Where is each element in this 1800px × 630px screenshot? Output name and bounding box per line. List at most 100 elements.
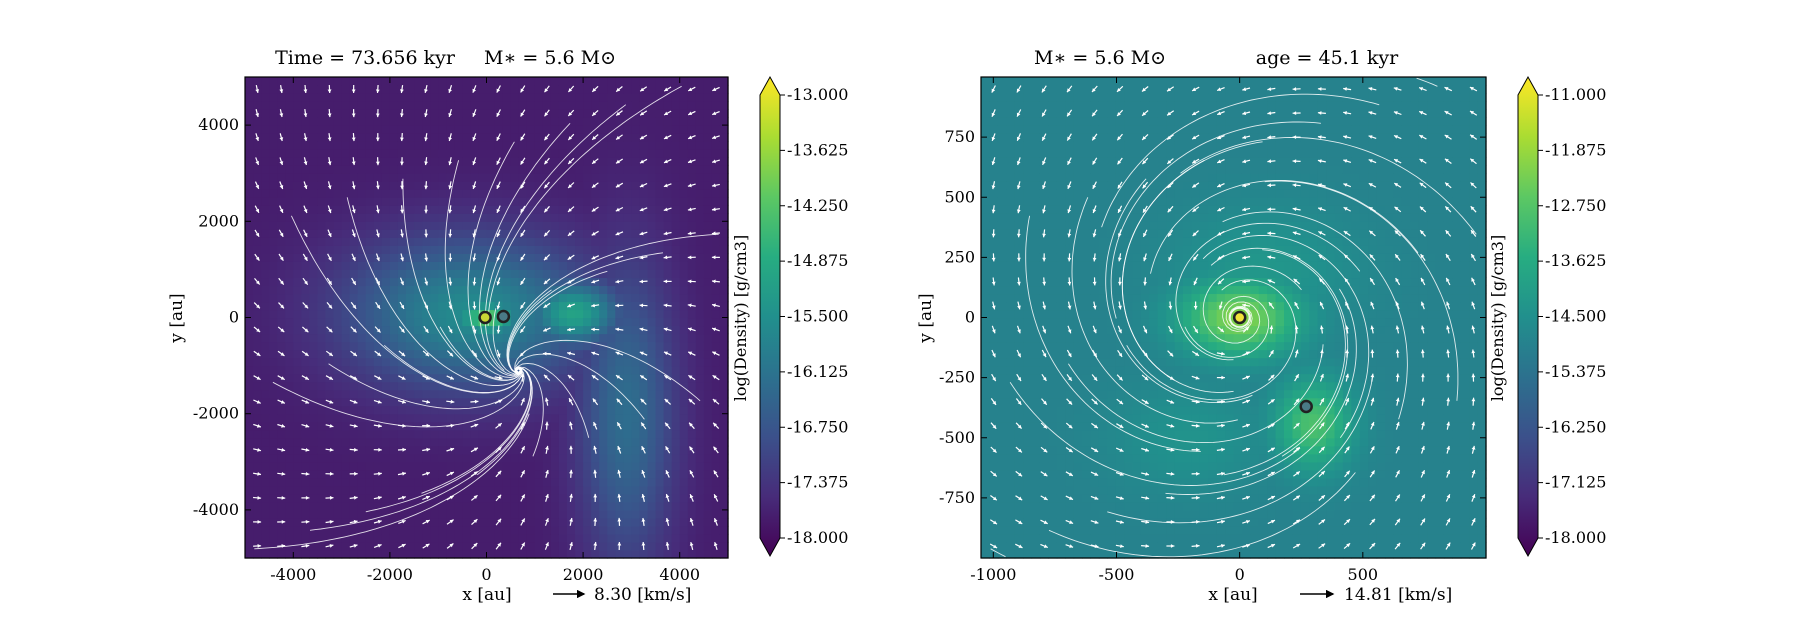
density-cell <box>623 253 632 262</box>
density-cell <box>623 517 632 527</box>
density-cell <box>357 109 367 118</box>
density-cell <box>1098 405 1108 415</box>
density-cell <box>981 469 991 479</box>
density-cell <box>575 397 584 407</box>
density-cell <box>406 341 415 351</box>
density-cell <box>502 437 512 447</box>
density-cell <box>615 189 624 198</box>
density-cell <box>575 317 584 327</box>
density-cell <box>406 445 415 455</box>
density-cell <box>1065 461 1075 471</box>
density-cell <box>357 525 367 535</box>
density-cell <box>438 269 447 279</box>
density-cell <box>389 421 399 431</box>
density-cell <box>719 357 729 367</box>
density-cell <box>550 365 560 375</box>
density-cell <box>1048 365 1058 375</box>
density-cell <box>309 413 319 423</box>
density-cell <box>575 173 584 182</box>
density-cell <box>1098 109 1108 118</box>
density-cell <box>981 421 991 431</box>
density-cell <box>478 437 488 447</box>
density-cell <box>253 101 262 110</box>
velocity-arrow <box>712 351 720 356</box>
density-cell <box>703 501 713 511</box>
density-cell <box>406 285 415 295</box>
density-cell <box>695 365 705 375</box>
density-cell <box>510 525 520 535</box>
density-cell <box>1023 93 1033 102</box>
density-cell <box>389 133 399 142</box>
density-cell <box>1014 405 1024 415</box>
density-cell <box>478 517 488 527</box>
density-cell <box>438 437 447 447</box>
density-cell <box>695 101 705 110</box>
velocity-arrow <box>567 206 575 213</box>
density-cell <box>245 517 254 527</box>
density-cell <box>478 157 488 166</box>
density-cell <box>422 261 431 270</box>
density-cell <box>526 157 536 166</box>
density-cell <box>679 189 689 198</box>
velocity-arrow <box>593 421 598 430</box>
velocity-arrow <box>279 133 284 142</box>
density-cell <box>623 229 632 238</box>
density-cell <box>1073 165 1083 174</box>
density-cell <box>997 341 1007 351</box>
density-cell <box>1056 549 1066 559</box>
density-cell <box>1073 253 1083 262</box>
density-cell <box>446 197 455 206</box>
density-cell <box>438 77 447 86</box>
density-cell <box>550 309 560 319</box>
density-cell <box>550 229 560 238</box>
density-cell <box>550 493 560 503</box>
density-cell <box>389 533 399 543</box>
density-cell <box>414 461 423 471</box>
y-tick-label: 2000 <box>198 211 239 230</box>
density-cell <box>341 389 351 399</box>
density-cell <box>1006 453 1016 463</box>
density-cell <box>526 85 536 94</box>
density-cell <box>997 221 1007 230</box>
density-cell <box>623 469 632 479</box>
density-cell <box>607 365 616 375</box>
density-cell <box>462 525 471 535</box>
density-cell <box>639 125 649 134</box>
density-cell <box>703 237 713 246</box>
density-cell <box>454 141 463 150</box>
density-cell <box>655 301 665 311</box>
density-cell <box>414 141 423 150</box>
density-cell <box>245 221 254 230</box>
density-cell <box>253 413 262 423</box>
density-cell <box>687 173 697 182</box>
density-cell <box>446 213 455 222</box>
velocity-arrow <box>350 326 357 333</box>
density-cell <box>583 309 592 319</box>
velocity-arrow <box>253 520 262 524</box>
density-cell <box>486 133 496 142</box>
density-cell <box>583 365 592 375</box>
density-cell <box>454 205 463 214</box>
density-cell <box>462 437 471 447</box>
density-cell <box>615 477 624 487</box>
density-cell <box>671 237 681 246</box>
density-cell <box>486 101 496 110</box>
density-cell <box>1056 181 1066 190</box>
density-cell <box>486 141 496 150</box>
density-cell <box>1023 205 1033 214</box>
density-cell <box>293 357 302 367</box>
density-cell <box>534 77 544 86</box>
density-cell <box>599 229 608 238</box>
density-cell <box>454 333 463 343</box>
density-cell <box>317 397 327 407</box>
velocity-arrow <box>302 302 309 309</box>
velocity-arrow <box>663 231 672 236</box>
density-cell <box>1014 389 1024 399</box>
density-cell <box>397 173 407 182</box>
density-cell <box>381 413 391 423</box>
density-cell <box>293 365 302 375</box>
density-cell <box>309 253 319 262</box>
velocity-arrow <box>472 133 477 142</box>
density-cell <box>711 237 721 246</box>
density-cell <box>1006 365 1016 375</box>
